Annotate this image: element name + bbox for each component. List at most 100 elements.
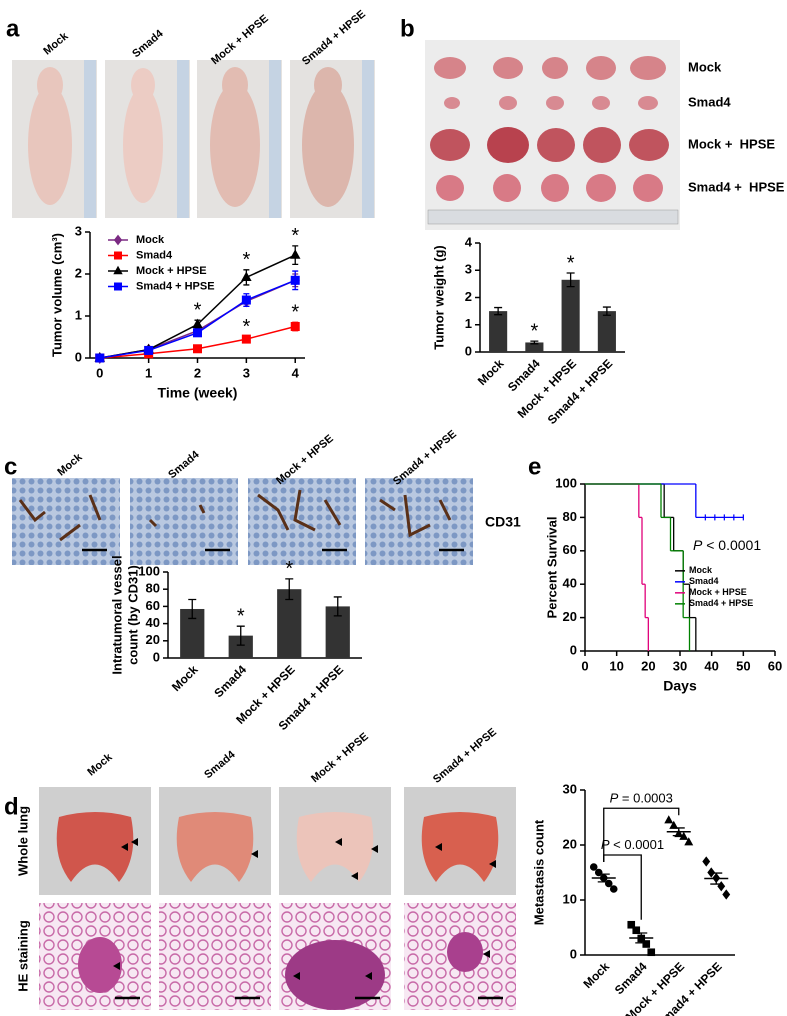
- error-bar: [530, 340, 539, 345]
- p-value: P < 0.0001: [693, 536, 761, 552]
- marker: [144, 345, 154, 355]
- tumor: [537, 128, 575, 162]
- significance: *: [237, 605, 245, 627]
- photo: [130, 478, 238, 565]
- comparison-symbol: P: [601, 837, 610, 852]
- legend-marker: [113, 234, 123, 246]
- y-tick-label: 3: [465, 262, 472, 277]
- marker: [604, 879, 613, 888]
- stain-label: CD31: [485, 514, 521, 530]
- x-axis-label: Days: [663, 678, 697, 694]
- significance: *: [194, 299, 202, 321]
- tumor: [487, 127, 529, 163]
- lung: [176, 812, 254, 882]
- photo-label: Mock: [55, 451, 85, 479]
- significance: *: [242, 249, 250, 271]
- x-tick-label: Mock: [475, 356, 507, 388]
- comparison-bracket: [603, 854, 642, 920]
- y-tick-label: 20: [563, 836, 577, 851]
- row-label: HE staining: [15, 920, 30, 992]
- bar: [561, 279, 580, 352]
- marker: [722, 889, 731, 900]
- panel-label: e: [528, 453, 541, 480]
- x-tick-label: Smad4: [211, 662, 249, 700]
- marker: [642, 940, 651, 948]
- y-axis-label: Tumor weight (g): [431, 245, 446, 349]
- marker: [684, 837, 694, 846]
- error-bar: [494, 306, 503, 316]
- row-label: Mock + HPSE: [688, 136, 775, 151]
- significance: *: [530, 320, 538, 342]
- comparison-bracket: [603, 807, 680, 862]
- stain: [148, 504, 206, 528]
- comparison-text: = 0.0003: [618, 791, 673, 806]
- marker: [594, 868, 603, 877]
- panel-label: a: [6, 15, 20, 42]
- photo-subject: [210, 83, 260, 207]
- photo-subject: [314, 67, 342, 103]
- lung: [296, 812, 374, 882]
- photo-subject: [37, 67, 63, 103]
- photo-label: Mock: [85, 751, 115, 779]
- y-tick-label: 80: [146, 581, 160, 596]
- marker: [290, 322, 300, 331]
- photo-label: Smad4 + HPSE: [300, 8, 368, 68]
- error-bar: [597, 873, 610, 883]
- photo-label: Smad4: [166, 448, 202, 481]
- p-value-text: < 0.0001: [702, 536, 761, 552]
- marker: [664, 815, 674, 824]
- y-tick-label: 60: [146, 598, 160, 613]
- error-bar: [566, 272, 575, 288]
- y-tick-label: 4: [465, 234, 473, 249]
- x-tick-label: Smad4 + HPSE: [545, 356, 616, 427]
- y-tick-label: 60: [563, 542, 577, 557]
- y-axis-label: Intratumoral vessel: [109, 555, 124, 674]
- photo-label: Mock + HPSE: [309, 731, 371, 786]
- x-tick-label: 20: [641, 658, 655, 673]
- ihc-photos: [12, 478, 473, 565]
- x-tick-label: 4: [292, 365, 300, 380]
- tumor: [583, 127, 621, 163]
- tumor: [629, 129, 669, 161]
- y-tick-label: 1: [75, 307, 82, 322]
- x-axis-label: Time (week): [158, 385, 238, 401]
- ruler: [427, 209, 679, 225]
- legend-marker: [113, 265, 123, 275]
- metastasis: [447, 932, 483, 972]
- x-tick-label: 1: [145, 365, 152, 380]
- marker: [702, 856, 711, 867]
- error-bar: [602, 306, 611, 316]
- error-bar: [333, 596, 342, 617]
- legend-label: Mock + HPSE: [689, 587, 747, 597]
- significance: *: [285, 558, 293, 580]
- y-axis-label: count (by CD31): [125, 565, 140, 665]
- photo-label: Smad4: [130, 27, 166, 60]
- significance: *: [242, 316, 250, 338]
- y-tick-label: 30: [563, 781, 577, 796]
- stain: [18, 494, 102, 542]
- marker: [290, 275, 300, 285]
- bar: [228, 635, 253, 658]
- marker: [241, 295, 251, 305]
- y-tick-label: 0: [153, 649, 160, 664]
- x-tick-label: 3: [243, 365, 250, 380]
- photo: [248, 478, 356, 565]
- significance: *: [291, 302, 299, 324]
- marker: [193, 328, 202, 338]
- legend-label: Mock: [689, 565, 713, 575]
- error-bar: [188, 598, 197, 620]
- tumor: [586, 56, 616, 80]
- marker: [193, 344, 202, 354]
- comparison-text: < 0.0001: [610, 837, 665, 852]
- tumor: [586, 174, 616, 202]
- tumor: [592, 96, 610, 110]
- legend-label: Smad4 + HPSE: [689, 598, 753, 608]
- marker: [95, 353, 105, 363]
- error-bar: [285, 578, 294, 601]
- tumor: [444, 97, 460, 109]
- x-tick-label: Mock: [581, 959, 613, 991]
- panel-label: b: [400, 15, 415, 42]
- bar: [489, 311, 508, 352]
- tumor: [436, 175, 464, 201]
- tumor: [633, 174, 663, 202]
